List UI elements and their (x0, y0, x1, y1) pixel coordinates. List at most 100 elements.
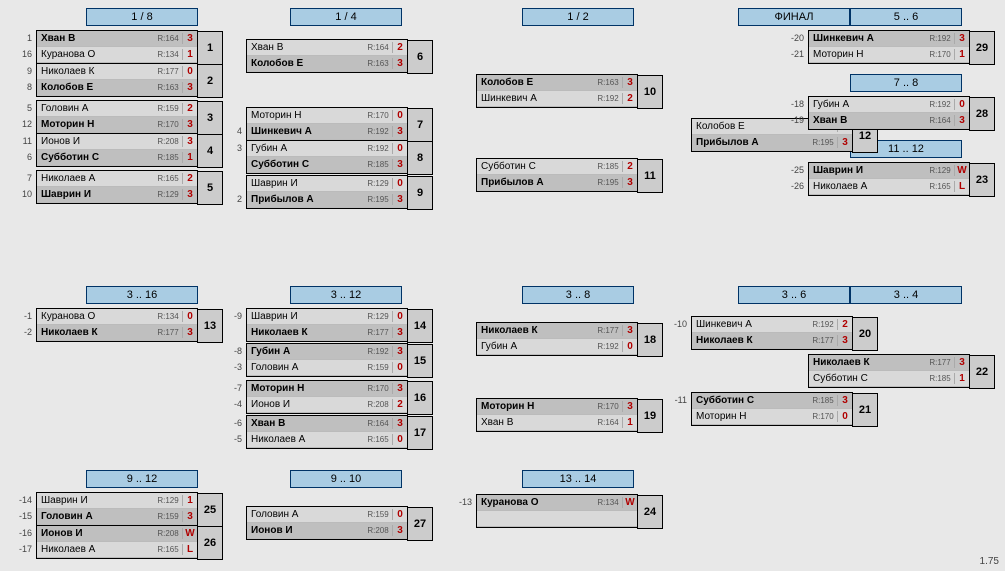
match-slot: Хван ВR:1642 (247, 40, 407, 56)
player-name: Шинкевич А (477, 93, 594, 104)
match-slot: Хван ВR:1641 (477, 415, 637, 431)
match: Шаврин ИR:129WНиколаев АR:165L23 (808, 162, 970, 196)
seed-number: -16 (14, 525, 32, 541)
match: Хван ВR:1643Николаев АR:165017 (246, 415, 408, 449)
match-number: 22 (969, 355, 995, 389)
match-slot: Куранова ОR:1340 (37, 309, 197, 325)
match-slot: Шинкевич АR:1923 (247, 124, 407, 140)
player-rating: R:170 (364, 384, 392, 393)
player-name: Николаев А (247, 434, 364, 445)
round-label: 3 .. 12 (290, 286, 402, 304)
player-score: 3 (622, 401, 637, 412)
round-label: 9 .. 10 (290, 470, 402, 488)
player-name: Колобов Е (37, 82, 154, 93)
round-label: ФИНАЛ (738, 8, 850, 26)
match-slot: Шаврин ИR:1291 (37, 493, 197, 509)
player-score: 3 (392, 159, 407, 170)
player-score: 3 (182, 119, 197, 130)
match-number: 17 (407, 416, 433, 450)
seed-number: 9 (14, 63, 32, 79)
match-slot: Колобов ЕR:1633 (37, 80, 197, 96)
player-name: Прибылов А (477, 177, 594, 188)
seed-number: 8 (14, 79, 32, 95)
player-rating: R:134 (154, 312, 182, 321)
match-number: 19 (637, 399, 663, 433)
player-score: 3 (622, 77, 637, 88)
player-name: Колобов Е (477, 77, 594, 88)
seed-number: -5 (224, 431, 242, 447)
player-rating: R:177 (364, 328, 392, 337)
match-number: 8 (407, 141, 433, 175)
player-score: 0 (392, 178, 407, 189)
match-slot: Шинкевич АR:1922 (692, 317, 852, 333)
player-rating: R:164 (926, 116, 954, 125)
player-rating: R:129 (154, 190, 182, 199)
seed-number: -2 (14, 324, 32, 340)
player-score: 0 (622, 341, 637, 352)
match: Моторин НR:1700Шинкевич АR:19237 (246, 107, 408, 141)
match-number: 10 (637, 75, 663, 109)
match-slot: Ионов ИR:2082 (247, 397, 407, 413)
player-rating: R:195 (594, 178, 622, 187)
player-score: 3 (837, 137, 852, 148)
round-label: 1 / 8 (86, 8, 198, 26)
match: Хван ВR:1642Колобов ЕR:16336 (246, 39, 408, 73)
match-slot: Головин АR:1590 (247, 360, 407, 376)
match-slot: Головин АR:1592 (37, 101, 197, 117)
player-rating: R:177 (154, 67, 182, 76)
match-slot: Головин АR:1590 (247, 507, 407, 523)
seed-number: -21 (786, 46, 804, 62)
player-rating: R:192 (364, 347, 392, 356)
player-score: W (622, 497, 637, 508)
player-name: Субботин С (37, 152, 154, 163)
match: Шинкевич АR:1923Моторин НR:170129 (808, 30, 970, 64)
player-rating: R:159 (154, 512, 182, 521)
player-rating: R:134 (594, 498, 622, 507)
player-name: Прибылов А (692, 137, 809, 148)
match-number: 9 (407, 176, 433, 210)
match: Хван ВR:1643Куранова ОR:13411 (36, 30, 198, 64)
player-rating: R:164 (364, 43, 392, 52)
player-name: Куранова О (37, 311, 154, 322)
player-score: 3 (392, 383, 407, 394)
player-rating: R:134 (154, 50, 182, 59)
player-score: 2 (622, 161, 637, 172)
round-label: 13 .. 14 (522, 470, 634, 488)
seed-number: -26 (786, 178, 804, 194)
player-name: Куранова О (477, 497, 594, 508)
player-name: Губин А (809, 99, 926, 110)
match: Головин АR:1590Ионов ИR:208327 (246, 506, 408, 540)
player-name: Ионов И (37, 528, 154, 539)
match: Ионов ИR:208WНиколаев АR:165L26 (36, 525, 198, 559)
player-rating: R:129 (926, 166, 954, 175)
player-score: 0 (392, 362, 407, 373)
player-rating: R:185 (594, 162, 622, 171)
match-slot: Моторин НR:1700 (247, 108, 407, 124)
match-slot: Субботин СR:1851 (37, 150, 197, 166)
round-label: 1 / 2 (522, 8, 634, 26)
match-slot: Хван ВR:1643 (247, 416, 407, 432)
match-slot: Хван ВR:1643 (37, 31, 197, 47)
seed-number: -25 (786, 162, 804, 178)
player-score: 3 (392, 126, 407, 137)
bracket-root: 1 / 81 / 41 / 2ФИНАЛ5 .. 67 .. 811 .. 12… (0, 0, 1005, 571)
player-name: Субботин С (692, 395, 809, 406)
match-slot: Моторин НR:1703 (247, 381, 407, 397)
match-slot: Николаев АR:1650 (247, 432, 407, 448)
player-score: 2 (182, 103, 197, 114)
match-number: 11 (637, 159, 663, 193)
player-name: Головин А (37, 511, 154, 522)
player-rating: R:159 (364, 363, 392, 372)
player-score: 0 (392, 434, 407, 445)
match-slot: Прибылов АR:1953 (692, 135, 852, 151)
player-rating: R:192 (364, 144, 392, 153)
player-score: 3 (954, 115, 969, 126)
player-rating: R:163 (594, 78, 622, 87)
player-name: Губин А (247, 346, 364, 357)
match-number: 7 (407, 108, 433, 142)
player-name: Николаев А (37, 544, 154, 555)
match-number: 5 (197, 171, 223, 205)
seed-number: -15 (14, 508, 32, 524)
player-name: Головин А (37, 103, 154, 114)
player-score: 3 (182, 136, 197, 147)
